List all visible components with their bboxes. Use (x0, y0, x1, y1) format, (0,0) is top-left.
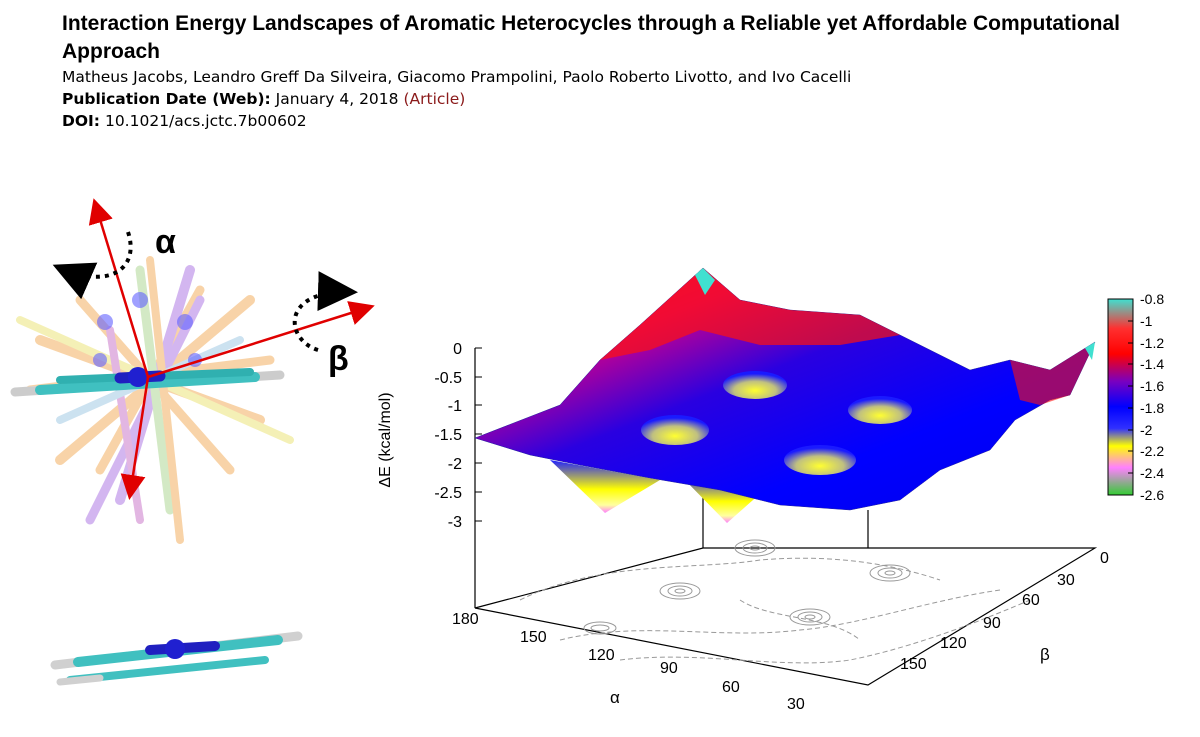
doi-label: DOI: (62, 112, 101, 130)
z-tick-6: -3 (448, 514, 462, 531)
alpha-tick-180: 180 (452, 611, 479, 628)
beta-symbol: β (328, 340, 349, 378)
doi-value[interactable]: 10.1021/acs.jctc.7b00602 (104, 112, 307, 130)
z-tick-2: -1 (448, 398, 462, 415)
colorbar-tick-7: -2.2 (1140, 443, 1164, 459)
colorbar-tick-4: -1.6 (1140, 378, 1164, 394)
beta-axis-label: β (1040, 645, 1050, 664)
paper-authors: Matheus Jacobs, Leandro Greff Da Silveir… (62, 68, 852, 86)
alpha-tick-60: 60 (722, 679, 740, 696)
article-type-link[interactable]: (Article) (403, 90, 466, 108)
z-tick-1: -0.5 (434, 370, 462, 387)
alpha-axis-label: α (610, 688, 620, 707)
colorbar-tick-6: -2 (1140, 422, 1153, 438)
colorbar-tick-0: -0.8 (1140, 291, 1164, 307)
paper-title: Interaction Energy Landscapes of Aromati… (62, 12, 1120, 63)
energy-surface-plot: 0 -0.5 -1 -1.5 -2 -2.5 -3 ΔE (kcal/mol) … (377, 267, 1109, 713)
z-tick-0: 0 (453, 341, 462, 358)
molecule-illustration: α β (10, 198, 375, 686)
beta-tick-60: 60 (1022, 592, 1040, 609)
z-axis-label: ΔE (kcal/mol) (377, 392, 394, 487)
z-tick-3: -1.5 (434, 427, 462, 444)
beta-tick-120: 120 (940, 635, 967, 652)
colorbar-tick-2: -1.2 (1140, 335, 1164, 351)
z-tick-5: -2.5 (434, 485, 462, 502)
z-tick-4: -2 (448, 456, 462, 473)
colorbar-tick-1: -1 (1140, 313, 1153, 329)
alpha-tick-120: 120 (588, 647, 615, 664)
publication-label: Publication Date (Web): (62, 90, 271, 108)
publication-line: Publication Date (Web): January 4, 2018 … (62, 88, 1182, 110)
alpha-tick-150: 150 (520, 629, 547, 646)
alpha-symbol: α (155, 223, 176, 261)
colorbar-tick-8: -2.4 (1140, 465, 1164, 481)
alpha-tick-30: 30 (787, 696, 805, 713)
paper-header: Interaction Energy Landscapes of Aromati… (62, 10, 1182, 132)
beta-tick-0: 0 (1100, 550, 1109, 567)
alpha-tick-90: 90 (660, 660, 678, 677)
colorbar-tick-5: -1.8 (1140, 400, 1164, 416)
colorbar-tick-3: -1.4 (1140, 356, 1164, 372)
doi-line: DOI: 10.1021/acs.jctc.7b00602 (62, 110, 1182, 132)
beta-tick-150: 150 (900, 656, 927, 673)
beta-tick-90: 90 (983, 615, 1001, 632)
colorbar: -0.8 -1 -1.2 -1.4 -1.6 -1.8 -2 -2.2 -2.4… (1107, 291, 1164, 503)
beta-tick-30: 30 (1057, 572, 1075, 589)
publication-date: January 4, 2018 (275, 90, 399, 108)
colorbar-tick-9: -2.6 (1140, 487, 1164, 503)
